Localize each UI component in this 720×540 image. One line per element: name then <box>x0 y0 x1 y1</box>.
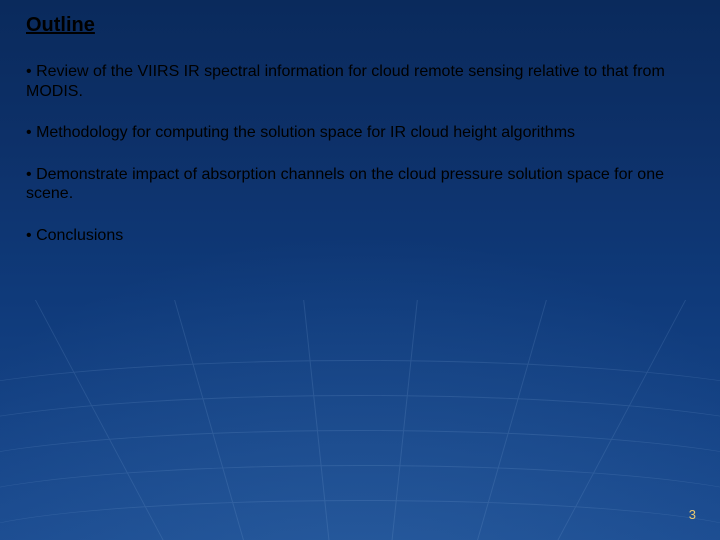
bullet-item: • Demonstrate impact of absorption chann… <box>26 165 692 204</box>
bullet-text: Methodology for computing the solution s… <box>36 124 575 141</box>
bullet-item: • Conclusions <box>26 226 692 246</box>
bullet-text: Review of the VIIRS IR spectral informat… <box>26 63 665 100</box>
bullet-marker: • <box>26 227 32 244</box>
bullet-item: • Methodology for computing the solution… <box>26 123 692 143</box>
slide-title: Outline <box>26 14 95 37</box>
bullet-item: • Review of the VIIRS IR spectral inform… <box>26 62 692 101</box>
bullet-marker: • <box>26 63 32 80</box>
bullet-text: Demonstrate impact of absorption channel… <box>26 166 664 203</box>
bullet-marker: • <box>26 166 32 183</box>
page-number: 3 <box>689 507 696 522</box>
slide-body: • Review of the VIIRS IR spectral inform… <box>26 62 692 267</box>
bullet-marker: • <box>26 124 32 141</box>
slide: Outline • Review of the VIIRS IR spectra… <box>0 0 720 540</box>
bullet-text: Conclusions <box>36 227 123 244</box>
